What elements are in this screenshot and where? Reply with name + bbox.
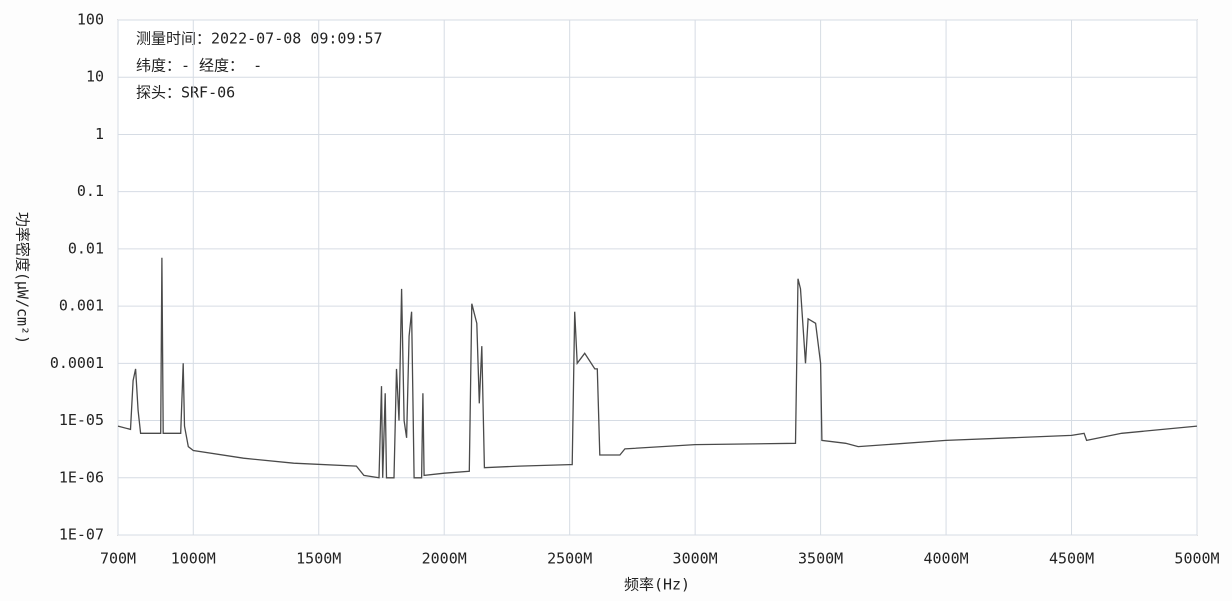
annotation: 测量时间：2022-07-08 09:09:57 [136, 30, 383, 48]
x-tick-label: 1000M [171, 550, 216, 568]
y-tick-label: 0.0001 [50, 354, 104, 372]
y-tick-label: 10 [86, 68, 104, 86]
y-tick-label: 1E-06 [59, 468, 104, 486]
plot-area [117, 19, 1198, 536]
y-tick-label: 0.01 [68, 239, 104, 257]
x-tick-label: 3500M [798, 550, 843, 568]
data-line [117, 257, 1198, 479]
y-tick-label: 1 [95, 125, 104, 143]
x-tick-label: 1500M [296, 550, 341, 568]
x-tick-label: 700M [100, 550, 136, 568]
y-tick-label: 100 [77, 11, 104, 29]
x-tick-label: 2000M [422, 550, 467, 568]
y-tick-label: 0.001 [59, 297, 104, 315]
y-tick-label: 1E-05 [59, 411, 104, 429]
x-tick-label: 3000M [673, 550, 718, 568]
annotation: 纬度：- 经度： - [136, 57, 262, 75]
x-tick-label: 4000M [923, 550, 968, 568]
y-axis-label: 功率密度(μW/cm²) [14, 212, 32, 344]
x-tick-label: 2500M [547, 550, 592, 568]
y-tick-label: 1E-07 [59, 526, 104, 544]
x-axis-label: 频率(Hz) [624, 576, 690, 594]
y-tick-label: 0.1 [77, 182, 104, 200]
x-tick-label: 4500M [1049, 550, 1094, 568]
x-tick-label: 5000M [1174, 550, 1219, 568]
annotation: 探头：SRF-06 [136, 84, 235, 102]
